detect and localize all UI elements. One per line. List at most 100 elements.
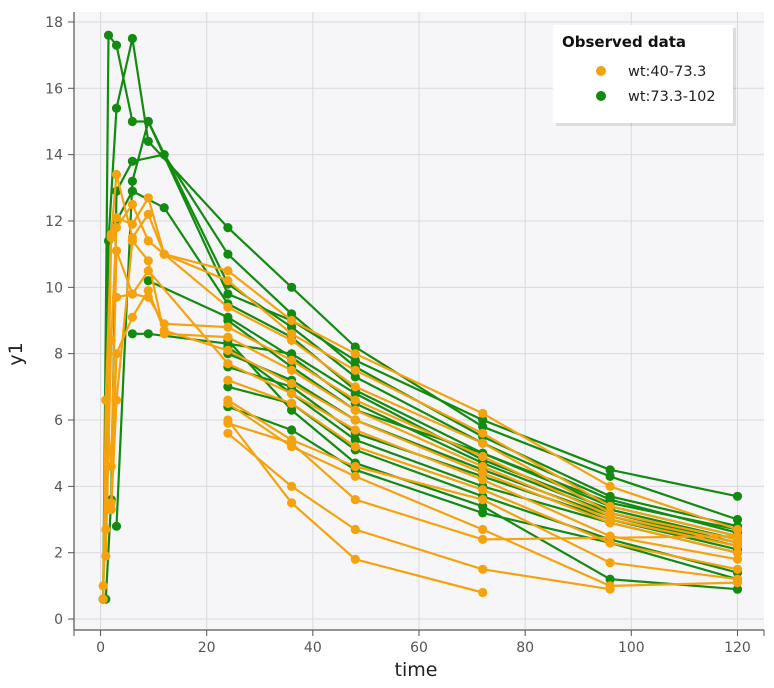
data-point xyxy=(127,329,137,339)
x-ticks: 0 20 40 60 80 100 120 xyxy=(73,630,765,656)
data-point xyxy=(478,508,488,518)
legend-marker-wt-40-73-3 xyxy=(596,66,606,76)
x-tick-label: 120 xyxy=(724,640,751,656)
data-point xyxy=(223,428,233,438)
data-point xyxy=(111,292,122,302)
data-point xyxy=(143,329,153,339)
data-point xyxy=(350,405,360,415)
data-point xyxy=(287,282,297,292)
y-tick-label: 14 xyxy=(45,148,63,164)
data-point xyxy=(350,435,360,445)
x-tick-label: 100 xyxy=(618,640,645,656)
data-point xyxy=(106,229,116,239)
data-point xyxy=(732,548,743,558)
data-point xyxy=(101,395,111,405)
data-point xyxy=(605,574,615,584)
data-point xyxy=(478,468,488,478)
data-point xyxy=(350,382,360,392)
data-point xyxy=(605,465,615,475)
data-point xyxy=(605,481,615,491)
y-tick-label: 6 xyxy=(54,413,63,429)
data-point xyxy=(143,193,153,203)
data-point xyxy=(478,587,488,598)
data-point xyxy=(350,388,360,399)
data-point xyxy=(223,266,233,276)
data-point xyxy=(287,309,297,319)
data-point xyxy=(223,276,233,286)
data-point xyxy=(605,584,615,594)
series-line xyxy=(227,419,483,594)
x-tick-label: 60 xyxy=(410,640,428,656)
data-point xyxy=(127,33,137,44)
data-point xyxy=(223,322,233,332)
y-axis-title: y1 xyxy=(5,342,27,365)
data-point xyxy=(223,418,233,428)
data-point xyxy=(732,584,743,594)
data-point xyxy=(287,378,297,389)
series-line xyxy=(227,405,738,581)
data-point xyxy=(732,524,743,535)
y-tick-label: 0 xyxy=(54,612,63,628)
y-ticks: 0 2 4 6 8 10 12 14 16 18 xyxy=(45,15,74,628)
data-point xyxy=(287,322,297,332)
data-point xyxy=(605,471,615,481)
data-point xyxy=(103,30,114,40)
data-point xyxy=(732,531,743,541)
data-point xyxy=(478,461,488,472)
data-point xyxy=(223,398,233,408)
data-point xyxy=(127,199,137,209)
series-line xyxy=(227,399,738,581)
data-point xyxy=(143,286,153,296)
series-line xyxy=(227,319,738,531)
data-point xyxy=(478,422,488,432)
data-point xyxy=(223,223,233,233)
data-point xyxy=(287,405,297,415)
data-point xyxy=(350,461,360,472)
data-point xyxy=(143,136,153,146)
data-point xyxy=(732,491,743,501)
x-axis-title: time xyxy=(395,659,438,681)
data-point xyxy=(732,514,743,525)
data-point xyxy=(478,475,488,485)
data-point xyxy=(143,116,153,127)
legend: Observed data wt:40-73.3 wt:73.3-102 xyxy=(553,25,736,126)
data-point xyxy=(101,551,111,561)
data-point xyxy=(287,365,297,375)
data-point xyxy=(223,345,233,355)
y-tick-label: 12 xyxy=(45,214,63,230)
data-point xyxy=(478,428,488,438)
data-point xyxy=(111,40,122,50)
series-line xyxy=(227,379,738,571)
data-point xyxy=(287,398,297,408)
data-point xyxy=(287,425,297,435)
series-wt-40-73-3-19 xyxy=(106,286,743,558)
data-point xyxy=(350,349,360,359)
series-wt-40-73-3-24 xyxy=(223,428,615,594)
data-point xyxy=(350,395,360,405)
data-point xyxy=(127,156,137,166)
data-point xyxy=(478,534,488,545)
data-point xyxy=(111,103,122,113)
data-point xyxy=(287,315,297,326)
data-point xyxy=(127,289,137,299)
data-point xyxy=(605,558,615,568)
x-tick-label: 80 xyxy=(516,640,534,656)
data-point xyxy=(350,372,360,382)
data-point xyxy=(223,375,233,385)
data-point xyxy=(143,276,153,286)
series-wt-40-73-3-25 xyxy=(223,415,488,598)
data-point xyxy=(223,315,233,326)
data-point xyxy=(287,335,297,345)
data-point xyxy=(732,578,743,588)
series-wt-40-73-3-26 xyxy=(223,418,743,545)
data-point xyxy=(350,495,360,505)
data-point xyxy=(223,359,233,369)
data-point xyxy=(350,442,360,452)
legend-title: Observed data xyxy=(562,33,686,51)
data-point xyxy=(350,415,360,425)
data-point xyxy=(478,485,488,495)
data-point xyxy=(111,246,122,256)
data-point xyxy=(350,554,360,564)
data-point xyxy=(287,481,297,491)
